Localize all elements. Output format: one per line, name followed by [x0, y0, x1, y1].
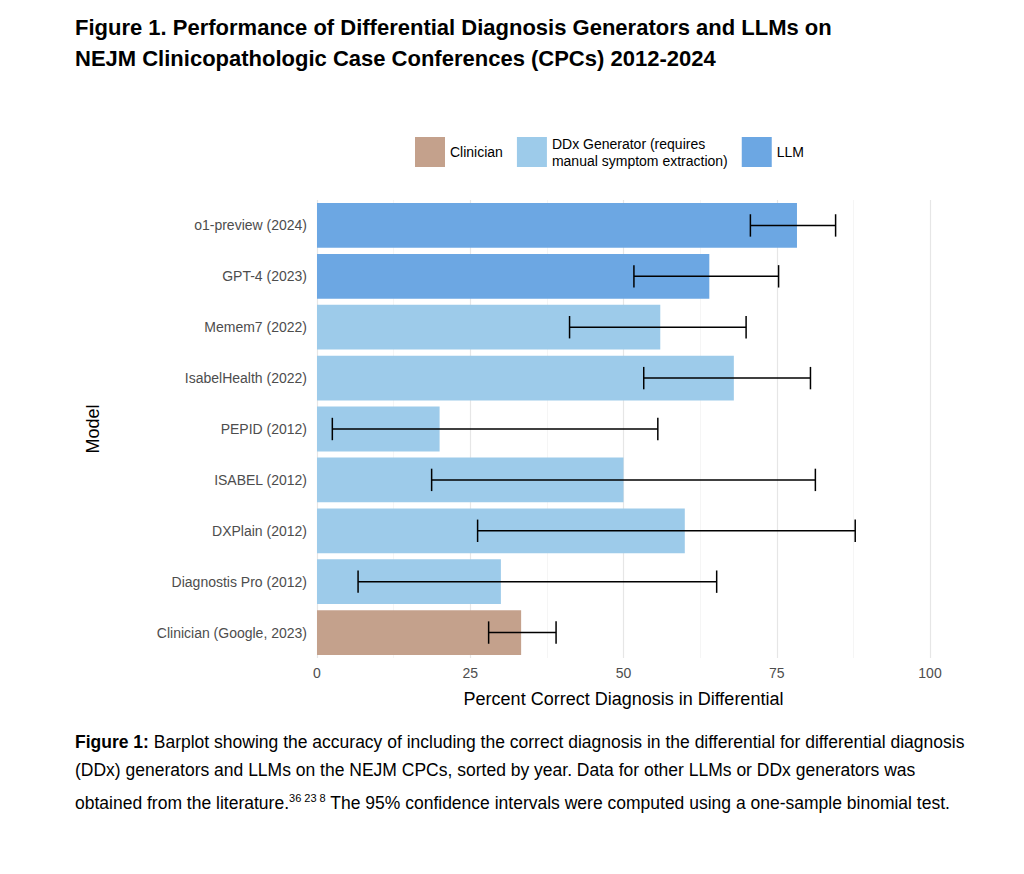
svg-text:LLM: LLM	[777, 144, 804, 160]
svg-text:Model: Model	[83, 404, 103, 453]
svg-text:0: 0	[313, 665, 321, 681]
svg-text:GPT-4 (2023): GPT-4 (2023)	[222, 268, 307, 284]
svg-text:25: 25	[462, 665, 478, 681]
svg-text:PEPID (2012): PEPID (2012)	[221, 421, 307, 437]
svg-text:Clinician (Google, 2023): Clinician (Google, 2023)	[157, 625, 307, 641]
svg-text:75: 75	[769, 665, 785, 681]
svg-text:ISABEL (2012): ISABEL (2012)	[214, 472, 307, 488]
svg-text:100: 100	[918, 665, 942, 681]
svg-text:Percent Correct Diagnosis in D: Percent Correct Diagnosis in Differentia…	[464, 689, 784, 709]
svg-text:DXPlain (2012): DXPlain (2012)	[212, 523, 307, 539]
html-text:NEJM Clinicopathologic Case Co: NEJM Clinicopathologic Case Conferences …	[75, 46, 716, 71]
svg-text:Memem7 (2022): Memem7 (2022)	[204, 319, 307, 335]
svg-text:manual symptom extraction): manual symptom extraction)	[552, 153, 728, 169]
svg-text:Clinician: Clinician	[450, 144, 503, 160]
svg-text:Diagnostis Pro (2012): Diagnostis Pro (2012)	[172, 574, 307, 590]
svg-text:DDx Generator (requires: DDx Generator (requires	[552, 136, 705, 152]
html-text:Figure 1: Barplot showing the: Figure 1: Barplot showing the accuracy o…	[75, 732, 965, 813]
svg-text:50: 50	[616, 665, 632, 681]
svg-text:o1-preview (2024): o1-preview (2024)	[194, 217, 307, 233]
svg-text:IsabelHealth (2022): IsabelHealth (2022)	[185, 370, 307, 386]
html-text:Figure 1. Performance of Diffe: Figure 1. Performance of Differential Di…	[75, 15, 832, 40]
